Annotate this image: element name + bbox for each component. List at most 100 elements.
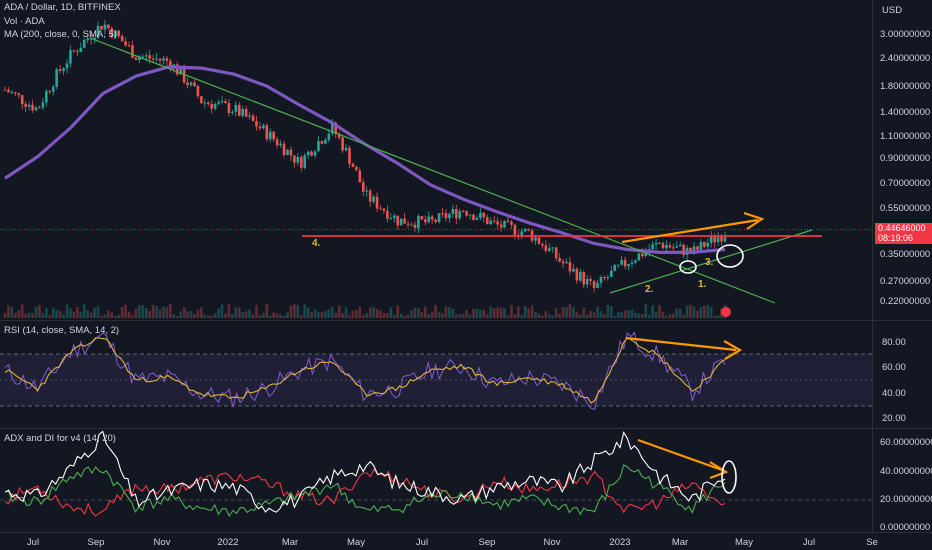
time-tick: Mar bbox=[282, 537, 298, 548]
volume-bar bbox=[237, 307, 241, 318]
volume-bar bbox=[65, 304, 69, 318]
candle-body bbox=[41, 102, 45, 108]
candle-body bbox=[103, 24, 107, 30]
volume-bar bbox=[510, 304, 513, 318]
volume-bar bbox=[568, 304, 572, 318]
candle-body bbox=[24, 103, 27, 107]
breakout-circle[interactable] bbox=[716, 244, 744, 268]
candle-body bbox=[227, 103, 231, 113]
adx-divergence-arrow[interactable] bbox=[637, 438, 729, 480]
time-axis[interactable]: Jul Sep Nov 2022 Mar May Jul Sep Nov 2023 Mar May Ju… bbox=[27, 537, 878, 548]
candle-body bbox=[293, 155, 296, 163]
volume-bar bbox=[437, 312, 441, 318]
volume-bar bbox=[231, 314, 234, 318]
candle-body bbox=[423, 219, 427, 223]
annotation-3: 3. bbox=[705, 257, 714, 268]
volume-bar bbox=[148, 311, 151, 318]
rsi-ma-line[interactable] bbox=[4, 337, 726, 404]
candle-body bbox=[158, 58, 162, 61]
volume-bar bbox=[634, 312, 637, 318]
volume-bar bbox=[606, 304, 610, 318]
volume-bar bbox=[372, 306, 375, 318]
price-tick: 0.22000000 bbox=[880, 296, 930, 307]
volume-bar bbox=[358, 306, 362, 318]
volume-bar bbox=[206, 315, 210, 318]
candle-body bbox=[458, 211, 462, 219]
candle-body bbox=[392, 215, 396, 219]
price-tick: 1.40000000 bbox=[880, 107, 930, 118]
time-tick: 2022 bbox=[217, 537, 238, 548]
volume-bar bbox=[310, 312, 313, 318]
candle-body bbox=[510, 221, 513, 225]
candle-body bbox=[262, 125, 265, 129]
candle-body bbox=[217, 102, 220, 104]
volume-bar bbox=[434, 304, 437, 318]
volume-bar bbox=[203, 314, 207, 318]
volume-legend[interactable]: Vol · ADA bbox=[4, 16, 45, 27]
adx-highlight-circle[interactable] bbox=[721, 460, 737, 494]
candle-body bbox=[255, 120, 258, 127]
volume-bar bbox=[427, 313, 431, 318]
candle-body bbox=[572, 268, 575, 272]
volume-bar bbox=[527, 308, 530, 318]
candle-body bbox=[344, 147, 348, 151]
volume-bar bbox=[51, 308, 55, 318]
rsi-tick: 20.00 bbox=[882, 413, 906, 424]
ascending-trendline[interactable] bbox=[609, 229, 813, 294]
candle-body bbox=[175, 64, 179, 75]
ma-legend[interactable]: MA (200, close, 0, SMA, 5) bbox=[4, 29, 117, 40]
volume-bar bbox=[58, 310, 62, 318]
volume-bar bbox=[668, 314, 672, 318]
symbol-legend[interactable]: ADA / Dollar, 1D, BITFINEX bbox=[4, 2, 121, 13]
candle-body bbox=[20, 95, 24, 104]
volume-bar bbox=[482, 309, 486, 318]
volume-bar bbox=[41, 313, 45, 318]
volume-bar bbox=[193, 314, 196, 318]
rsi-legend[interactable]: RSI (14, close, SMA, 14, 2) bbox=[4, 325, 120, 336]
volume-bar bbox=[479, 309, 482, 318]
pivot-circle[interactable] bbox=[679, 260, 697, 274]
volume-bar bbox=[93, 307, 96, 318]
rsi-axis[interactable]: 80.00 60.00 40.00 20.00 bbox=[882, 337, 906, 424]
di-plus-line[interactable] bbox=[4, 464, 726, 517]
adx-line[interactable] bbox=[4, 430, 726, 513]
price-axis[interactable]: 3.00000000 2.40000000 1.80000000 1.40000000… bbox=[880, 29, 930, 307]
price-tick: 0.55000000 bbox=[880, 203, 930, 214]
rsi-divergence-arrow[interactable] bbox=[625, 336, 743, 360]
volume-bar bbox=[224, 313, 227, 318]
volume-bar bbox=[579, 314, 582, 318]
volume-bar bbox=[406, 314, 410, 318]
candle-body bbox=[410, 224, 413, 226]
candle-body bbox=[506, 220, 510, 222]
adx-axis[interactable]: 60.00000000 40.00000000 20.00000000 0.00000… bbox=[880, 437, 932, 533]
time-tick: Se bbox=[866, 537, 878, 548]
event-marker-icon[interactable] bbox=[721, 307, 731, 317]
candle-body bbox=[372, 196, 375, 202]
volume-bar bbox=[417, 308, 420, 318]
candle-body bbox=[251, 115, 255, 121]
volume-bar bbox=[27, 312, 31, 318]
candle-body bbox=[720, 237, 723, 242]
volume-bar bbox=[623, 310, 627, 318]
candle-body bbox=[396, 215, 400, 226]
resistance-arrow[interactable] bbox=[621, 211, 765, 244]
volume-bar bbox=[324, 311, 327, 318]
candle-body bbox=[403, 218, 406, 224]
adx-legend[interactable]: ADX and DI for v4 (14, 20) bbox=[4, 433, 116, 444]
candle-body bbox=[265, 125, 269, 140]
volume-bar bbox=[513, 314, 517, 318]
descending-trendline[interactable] bbox=[89, 37, 776, 304]
di-minus-line[interactable] bbox=[4, 467, 726, 517]
candle-body bbox=[220, 101, 224, 103]
candle-body bbox=[320, 141, 324, 144]
candle-body bbox=[341, 137, 344, 151]
candle-body bbox=[703, 241, 706, 247]
volume-bar bbox=[117, 314, 120, 318]
volume-bar bbox=[692, 306, 696, 318]
volume-bar bbox=[592, 312, 596, 318]
candle-body bbox=[231, 111, 234, 113]
price-tick: 3.00000000 bbox=[880, 29, 930, 40]
volume-bar bbox=[386, 313, 389, 318]
volume-bar bbox=[661, 312, 665, 318]
